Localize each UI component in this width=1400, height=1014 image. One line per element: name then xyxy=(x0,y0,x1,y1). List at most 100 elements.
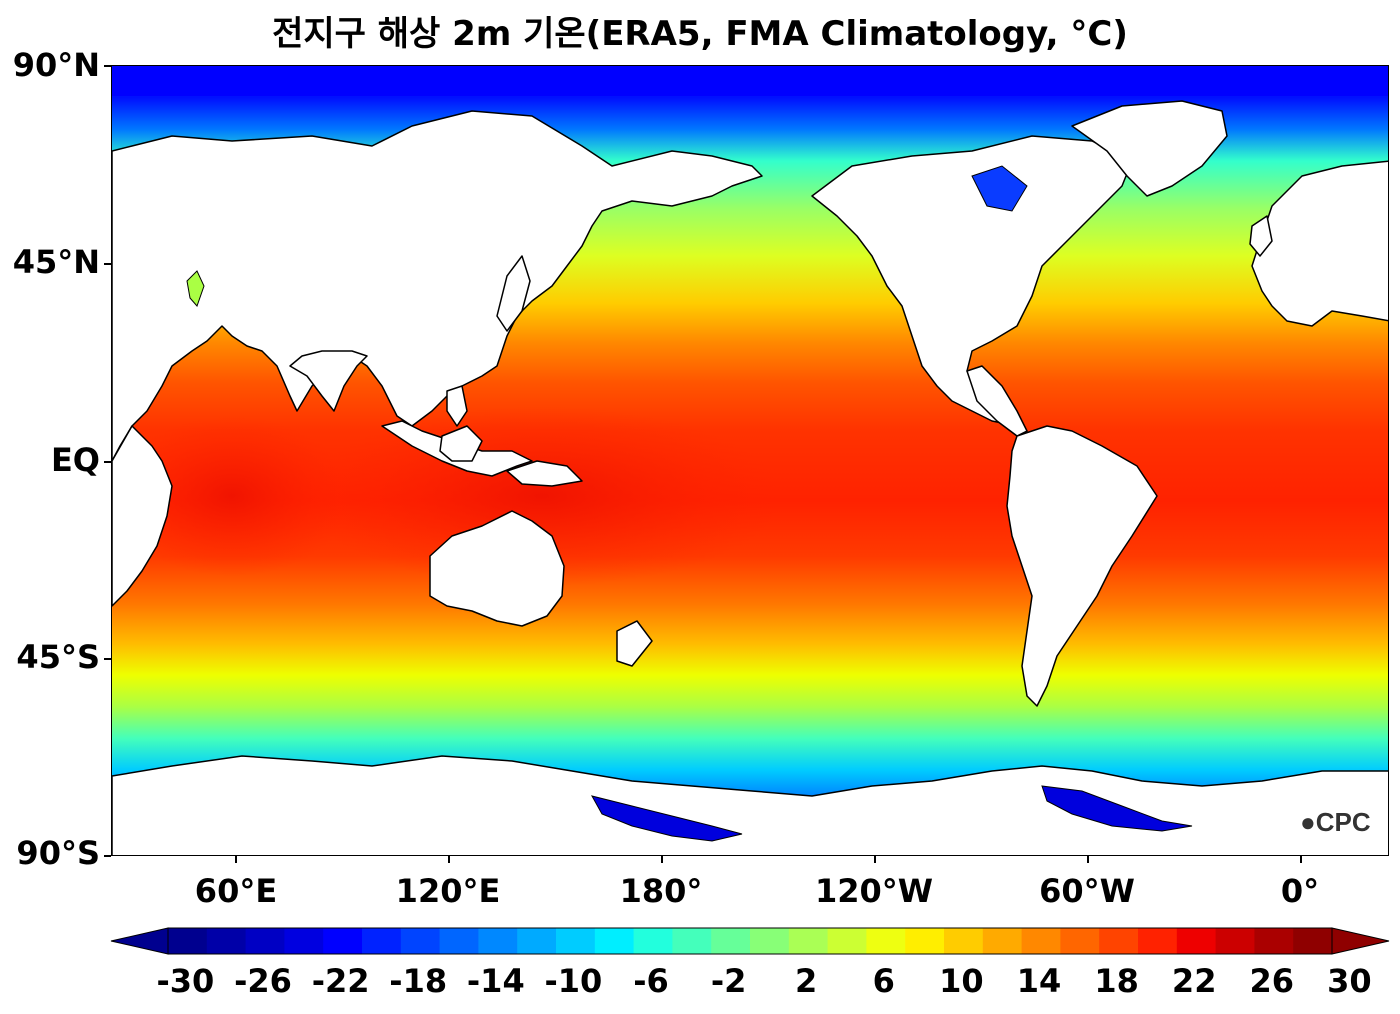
map-panel xyxy=(111,65,1389,856)
colorbar-swatch xyxy=(478,928,518,954)
lon-label-0: 0° xyxy=(1280,872,1320,910)
colorbar-swatch xyxy=(944,928,984,954)
warm-pool-shading xyxy=(112,416,352,576)
land-central-america xyxy=(966,365,1028,437)
lon-label-60w: 60°W xyxy=(1039,872,1135,910)
colorbar-tick-label: -2 xyxy=(710,962,747,1000)
antarctic-cold-shelf xyxy=(591,795,743,842)
land-philippines xyxy=(446,385,468,427)
hudson-bay xyxy=(971,165,1028,212)
land-new-zealand xyxy=(616,620,653,667)
caspian-sea xyxy=(186,270,205,307)
cpc-logo: ●CPC xyxy=(1300,807,1371,838)
colorbar-tick-label: 22 xyxy=(1171,962,1217,1000)
colorbar-swatch xyxy=(556,928,596,954)
lat-tick xyxy=(104,263,111,265)
colorbar-swatch xyxy=(827,928,867,954)
weddell-cold-shelf xyxy=(1041,785,1193,832)
colorbar-tick-label: 30 xyxy=(1327,962,1372,1000)
land-eurasia-africa xyxy=(112,110,763,462)
lon-label-60e: 60°E xyxy=(194,872,278,910)
colorbar-swatch xyxy=(1021,928,1061,954)
colorbar-swatch xyxy=(905,928,945,954)
colorbar-swatch xyxy=(788,928,829,954)
colorbar-tick-label: 18 xyxy=(1094,962,1139,1000)
colorbar-swatches xyxy=(110,927,1390,955)
colorbar-swatch xyxy=(672,928,712,954)
colorbar-extend-high xyxy=(1331,927,1390,955)
colorbar-swatch xyxy=(711,928,751,954)
land-uk xyxy=(1249,215,1273,257)
lat-label-90n: 90°N xyxy=(12,46,100,84)
sea-temperature-map xyxy=(112,66,1388,855)
colorbar-swatch xyxy=(400,928,441,954)
colorbar-swatch xyxy=(206,928,247,954)
map-title: 전지구 해상 2m 기온(ERA5, FMA Climatology, °C) xyxy=(272,14,1128,54)
land-greenland xyxy=(1071,100,1228,197)
colorbar-swatch xyxy=(1060,928,1100,954)
colorbar-tick-label: -18 xyxy=(389,962,448,1000)
lon-tick xyxy=(1300,856,1302,863)
lat-label-equator: EQ xyxy=(50,441,100,479)
land-antarctica xyxy=(112,755,1388,855)
colorbar-tick-label: 34 xyxy=(1387,962,1400,1000)
land-japan xyxy=(496,255,531,332)
lon-tick xyxy=(1087,856,1089,863)
colorbar-tick-label: -6 xyxy=(633,962,669,1000)
colorbar-swatch xyxy=(362,928,402,954)
colorbar-swatch xyxy=(633,928,673,954)
colorbar-tick-label: 26 xyxy=(1249,962,1295,1000)
colorbar-tick-label: 2 xyxy=(795,962,818,1000)
lon-tick xyxy=(235,856,237,863)
colorbar-swatch xyxy=(866,928,906,954)
colorbar-tick-label: -26 xyxy=(234,962,292,1000)
colorbar-swatch xyxy=(594,928,635,954)
lon-tick xyxy=(448,856,450,863)
colorbar-swatch xyxy=(1215,928,1255,954)
colorbar-swatch xyxy=(1254,928,1294,954)
colorbar-swatch xyxy=(1099,928,1139,954)
colorbar-swatch xyxy=(1293,928,1333,954)
logo-glyph-icon: ● xyxy=(1300,807,1316,837)
colorbar-swatch xyxy=(168,928,208,954)
lon-tick xyxy=(661,856,663,863)
colorbar-tick-label: 6 xyxy=(872,962,895,1000)
colorbar-tick-label: -10 xyxy=(544,962,603,1000)
lat-label-45s: 45°S xyxy=(16,638,100,676)
colorbar-swatch xyxy=(245,928,285,954)
colorbar-swatch xyxy=(1138,928,1178,954)
land-europe xyxy=(1251,160,1388,327)
lon-label-120w: 120°W xyxy=(814,872,934,910)
lon-label-180: 180° xyxy=(619,872,703,910)
land-australia xyxy=(429,510,565,627)
logo-text: CPC xyxy=(1315,807,1371,837)
land-south-america xyxy=(1006,425,1158,707)
lat-tick xyxy=(104,658,111,660)
lon-tick xyxy=(874,856,876,863)
arctic-cold-band xyxy=(112,66,1388,96)
colorbar-tick-label: -30 xyxy=(156,962,215,1000)
colorbar-swatch xyxy=(439,928,479,954)
colorbar-tick-label: -14 xyxy=(466,962,525,1000)
colorbar-swatch xyxy=(323,928,363,954)
lat-label-90s: 90°S xyxy=(16,834,100,872)
colorbar-swatch xyxy=(750,928,790,954)
colorbar-swatch xyxy=(982,928,1023,954)
lat-tick xyxy=(104,461,111,463)
colorbar-swatch xyxy=(284,928,324,954)
colorbar-swatch xyxy=(517,928,557,954)
lat-tick xyxy=(104,65,111,67)
lat-tick xyxy=(104,855,111,857)
colorbar-tick-label: 14 xyxy=(1016,962,1062,1000)
land-india xyxy=(289,350,368,412)
colorbar-border xyxy=(167,927,1333,955)
colorbar-swatch xyxy=(1176,928,1217,954)
land-borneo xyxy=(439,425,483,462)
lat-label-45n: 45°N xyxy=(12,243,100,281)
colorbar-tick-label: 10 xyxy=(939,962,984,1000)
colorbar-tick-label: -22 xyxy=(311,962,370,1000)
colorbar-extend-low xyxy=(110,927,169,955)
land-africa xyxy=(112,425,173,607)
land-new-guinea xyxy=(506,460,583,487)
lon-label-120e: 120°E xyxy=(395,872,501,910)
